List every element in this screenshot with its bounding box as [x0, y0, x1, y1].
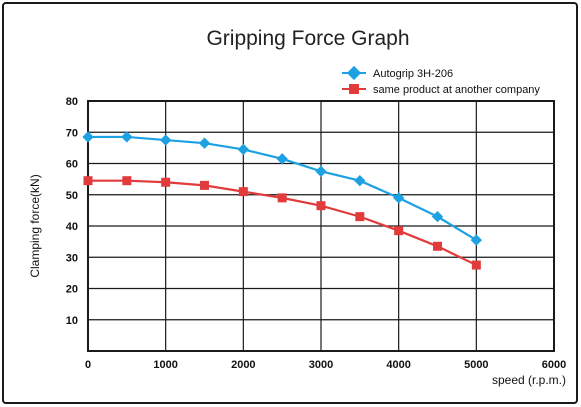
x-tick-label: 6000	[542, 359, 566, 371]
y-tick-label: 40	[66, 221, 78, 233]
autogrip-point	[237, 143, 249, 156]
x-tick-label: 1000	[153, 359, 177, 371]
legend-marker-competitor	[349, 84, 359, 94]
chart-title: Gripping Force Graph	[206, 27, 409, 50]
series-layer	[82, 131, 482, 270]
competitor-point	[161, 177, 171, 187]
competitor-point	[355, 212, 365, 222]
competitor-point	[83, 176, 93, 186]
y-tick-label: 20	[66, 284, 78, 296]
autogrip-point	[276, 153, 288, 165]
y-tick-label: 50	[66, 190, 78, 202]
autogrip-point	[354, 175, 366, 187]
x-tick-label: 5000	[464, 359, 488, 371]
autogrip-point	[393, 192, 405, 204]
x-tick-label: 2000	[231, 359, 255, 371]
x-axis-label: speed (r.p.m.)	[492, 373, 566, 387]
competitor-point	[122, 176, 132, 186]
legend-label-competitor: same product at another company	[373, 84, 540, 96]
autogrip-point	[160, 134, 172, 146]
legend: Autogrip 3H-206 same product at another …	[342, 65, 540, 96]
y-axis-label: Clamping force(kN)	[28, 174, 42, 277]
gripping-force-chart: Gripping Force Graph 10 20 30 40 50 60 70 80 0 1…	[28, 27, 566, 387]
competitor-point	[277, 193, 287, 203]
legend-entry-autogrip: Autogrip 3H-206	[342, 65, 453, 81]
legend-entry-competitor: same product at another company	[342, 84, 540, 96]
competitor-point	[433, 241, 442, 251]
legend-label-autogrip: Autogrip 3H-206	[373, 68, 453, 80]
competitor-point	[238, 187, 248, 197]
x-tick-label: 4000	[386, 359, 410, 371]
competitor-point	[316, 201, 326, 211]
x-axis-ticks: 0 1000 2000 3000 4000 5000 6000	[85, 359, 566, 371]
competitor-point	[394, 226, 404, 236]
autogrip-point	[431, 210, 444, 223]
y-axis-ticks: 10 20 30 40 50 60 70 80	[66, 96, 78, 327]
legend-marker-autogrip	[346, 65, 362, 81]
y-tick-label: 60	[66, 159, 78, 171]
autogrip-point	[315, 165, 327, 177]
y-tick-label: 30	[66, 252, 78, 264]
autogrip-point	[198, 137, 211, 149]
competitor-point	[200, 180, 209, 190]
y-tick-label: 80	[66, 96, 78, 108]
y-tick-label: 10	[66, 315, 78, 327]
autogrip-point	[470, 234, 482, 246]
y-tick-label: 70	[66, 127, 78, 139]
competitor-point	[471, 260, 481, 270]
x-tick-label: 3000	[309, 359, 333, 371]
chart-frame: Gripping Force Graph 10 20 30 40 50 60 70 80 0 1…	[2, 2, 578, 404]
gridlines	[88, 101, 554, 351]
x-tick-label: 0	[85, 359, 91, 371]
